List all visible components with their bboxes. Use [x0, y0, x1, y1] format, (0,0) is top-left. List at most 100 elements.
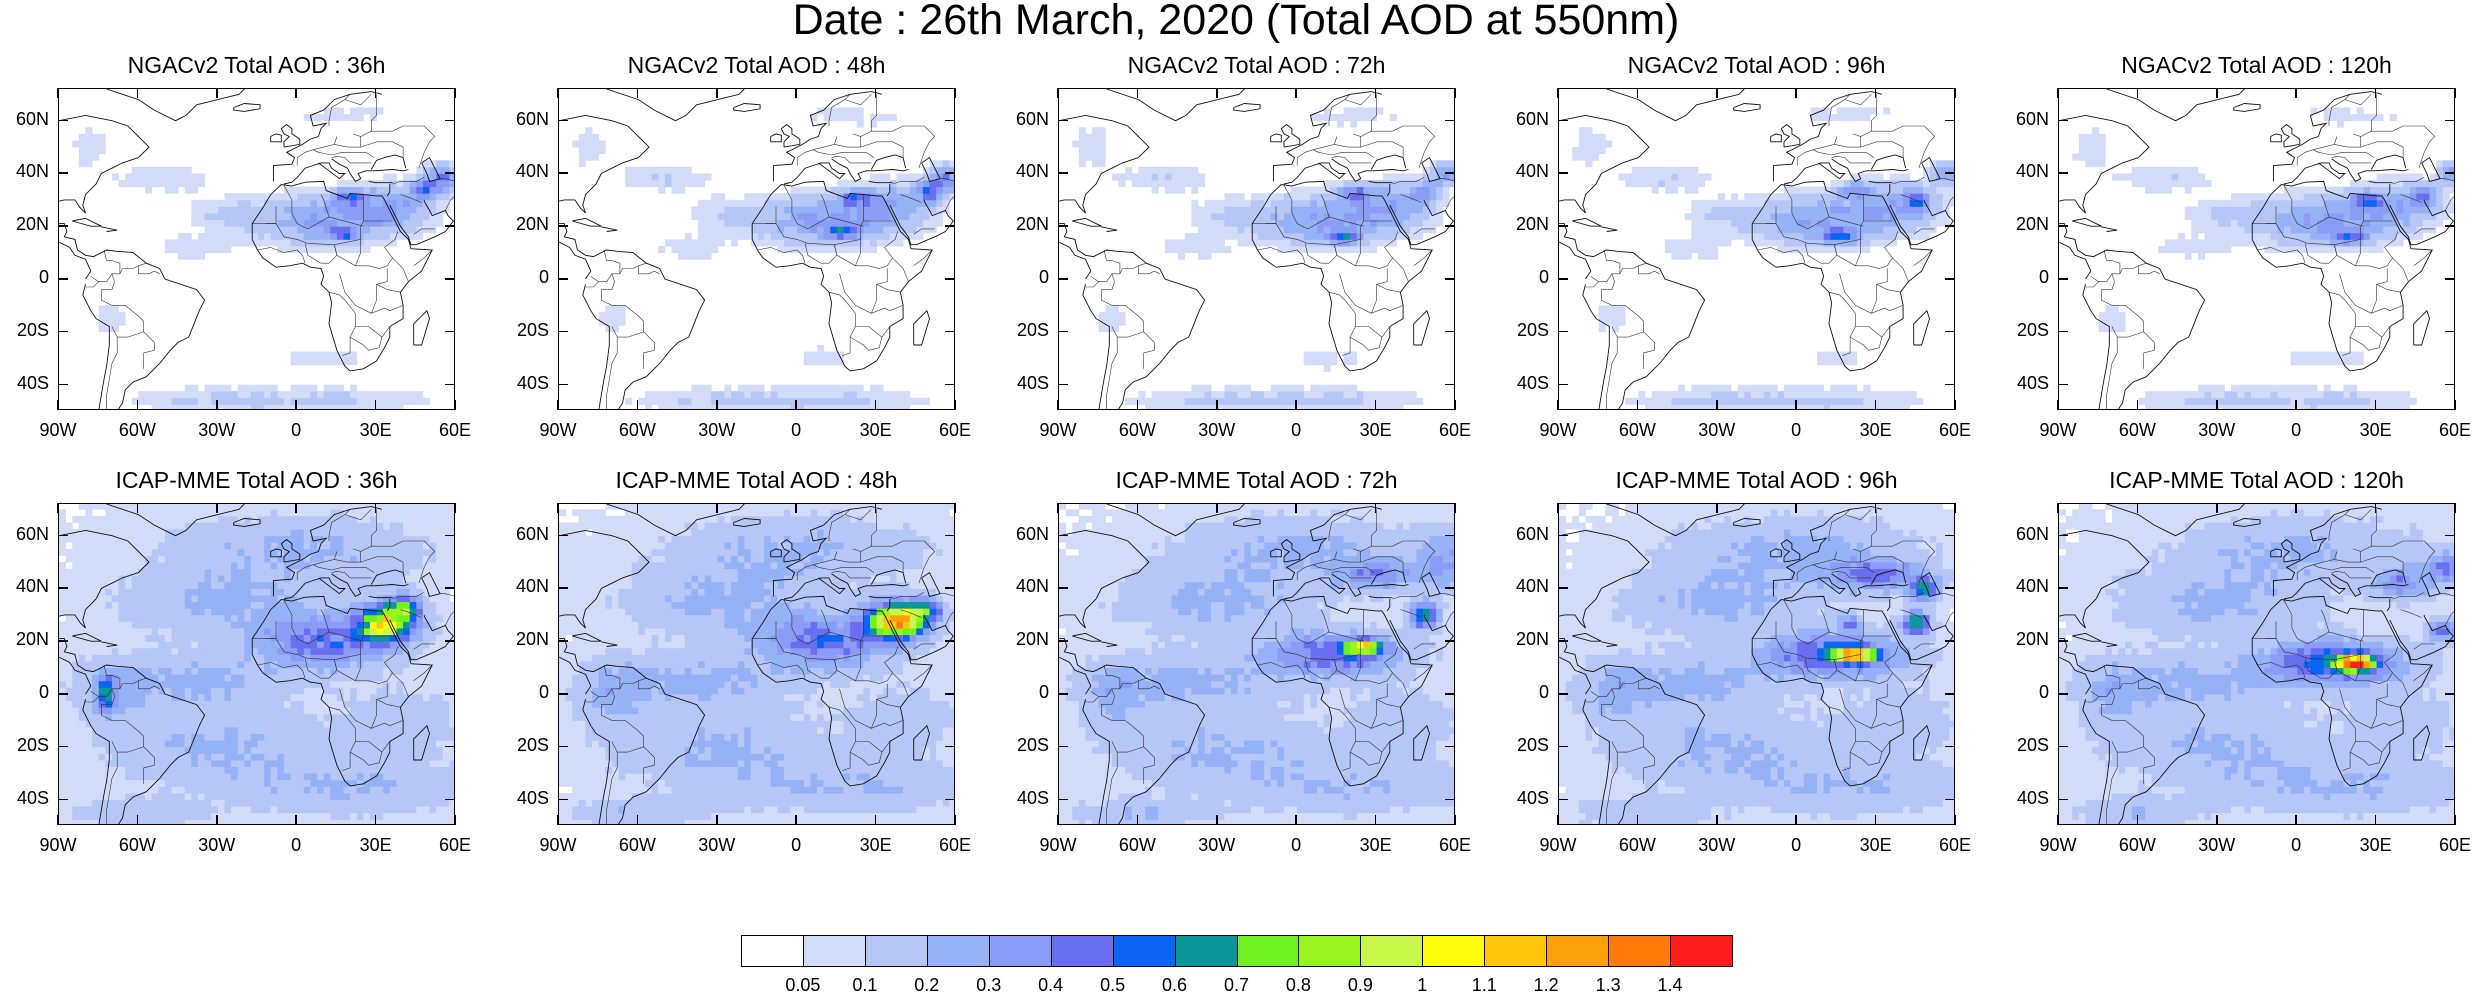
lon-tick	[295, 400, 297, 410]
lon-tick	[1954, 815, 1956, 825]
lat-tick	[58, 587, 68, 589]
lon-tick-label: 60E	[2439, 835, 2471, 856]
colorbar-label: 0.8	[1286, 975, 1311, 996]
lon-tick-label: 30E	[1860, 420, 1892, 441]
lat-tick	[945, 640, 955, 642]
lon-tick	[1875, 88, 1877, 98]
lat-tick	[445, 640, 455, 642]
lon-tick-label: 0	[1791, 835, 1801, 856]
lat-tick-label: 20N	[1016, 214, 1049, 235]
aod-field-svg	[59, 89, 455, 410]
lon-tick	[1295, 400, 1297, 410]
aod-map	[2058, 88, 2455, 410]
lon-tick-label: 30W	[1698, 420, 1735, 441]
lat-tick	[2445, 120, 2455, 122]
lat-tick	[445, 172, 455, 174]
colorbar-swatch	[1237, 935, 1300, 967]
lat-tick-label: 0	[1539, 682, 1549, 703]
lon-tick	[1954, 400, 1956, 410]
lon-tick	[795, 400, 797, 410]
lat-tick	[2445, 746, 2455, 748]
lon-tick	[557, 88, 559, 98]
lon-tick	[716, 815, 718, 825]
lat-tick-label: 0	[39, 267, 49, 288]
lat-tick	[1558, 278, 1568, 280]
colorbar-label: 0.1	[852, 975, 877, 996]
colorbar-label: 0.7	[1224, 975, 1249, 996]
lat-tick	[945, 120, 955, 122]
lon-tick	[2137, 815, 2139, 825]
lon-tick	[1875, 503, 1877, 513]
lat-tick-label: 40S	[1517, 373, 1549, 394]
lat-tick	[58, 799, 68, 801]
lat-tick-label: 20N	[1016, 629, 1049, 650]
lon-tick	[2057, 88, 2059, 98]
colorbar-swatch	[1051, 935, 1114, 967]
lon-tick	[875, 88, 877, 98]
lat-tick	[1945, 640, 1955, 642]
lon-tick	[2295, 503, 2297, 513]
lon-tick-label: 30E	[360, 835, 392, 856]
lon-tick	[2057, 503, 2059, 513]
lon-tick	[795, 88, 797, 98]
lat-tick	[558, 120, 568, 122]
lat-tick	[1945, 384, 1955, 386]
lon-tick-label: 60E	[439, 420, 471, 441]
lon-tick	[1375, 815, 1377, 825]
lon-tick	[1716, 400, 1718, 410]
lon-tick	[454, 400, 456, 410]
lat-tick	[1058, 535, 1068, 537]
colorbar-label: 0.2	[914, 975, 939, 996]
lat-tick	[1058, 225, 1068, 227]
lat-tick	[1558, 172, 1568, 174]
lat-tick	[1445, 172, 1455, 174]
lon-tick-label: 60W	[619, 420, 656, 441]
lat-tick	[945, 384, 955, 386]
lon-tick	[1216, 815, 1218, 825]
lat-tick-label: 40S	[2017, 788, 2049, 809]
lat-tick	[1445, 384, 1455, 386]
lon-tick-label: 30W	[698, 420, 735, 441]
panel-title: NGACv2 Total AOD : 48h	[498, 52, 1015, 79]
lat-tick	[945, 278, 955, 280]
lat-tick	[2058, 640, 2068, 642]
lat-tick	[945, 746, 955, 748]
lon-tick-label: 90W	[1039, 420, 1076, 441]
lat-tick-label: 60N	[1016, 109, 1049, 130]
lat-tick	[945, 693, 955, 695]
lon-tick	[2137, 400, 2139, 410]
lon-tick-label: 0	[791, 835, 801, 856]
lat-tick	[445, 746, 455, 748]
lat-tick	[1945, 799, 1955, 801]
panel-title: NGACv2 Total AOD : 36h	[0, 52, 515, 79]
lon-tick	[1454, 503, 1456, 513]
lat-tick-label: 40N	[16, 576, 49, 597]
lat-tick	[945, 799, 955, 801]
lon-tick-label: 0	[1791, 420, 1801, 441]
lat-tick	[558, 693, 568, 695]
lon-tick	[1216, 400, 1218, 410]
lon-tick	[1137, 815, 1139, 825]
lon-tick	[454, 503, 456, 513]
lon-tick-label: 60W	[1619, 835, 1656, 856]
lat-tick	[558, 278, 568, 280]
lon-tick	[1295, 503, 1297, 513]
colorbar-swatch	[1113, 935, 1176, 967]
lon-tick	[716, 400, 718, 410]
lat-tick-label: 60N	[1016, 524, 1049, 545]
lon-tick	[2375, 400, 2377, 410]
lon-tick	[716, 503, 718, 513]
lat-tick	[58, 535, 68, 537]
lat-tick-label: 40N	[516, 576, 549, 597]
lat-tick	[2445, 172, 2455, 174]
lon-tick	[137, 88, 139, 98]
lon-tick-label: 60W	[119, 835, 156, 856]
lon-tick-label: 30E	[1860, 835, 1892, 856]
lon-tick	[1295, 88, 1297, 98]
lat-tick	[558, 225, 568, 227]
lat-tick	[558, 331, 568, 333]
lat-tick	[1945, 331, 1955, 333]
